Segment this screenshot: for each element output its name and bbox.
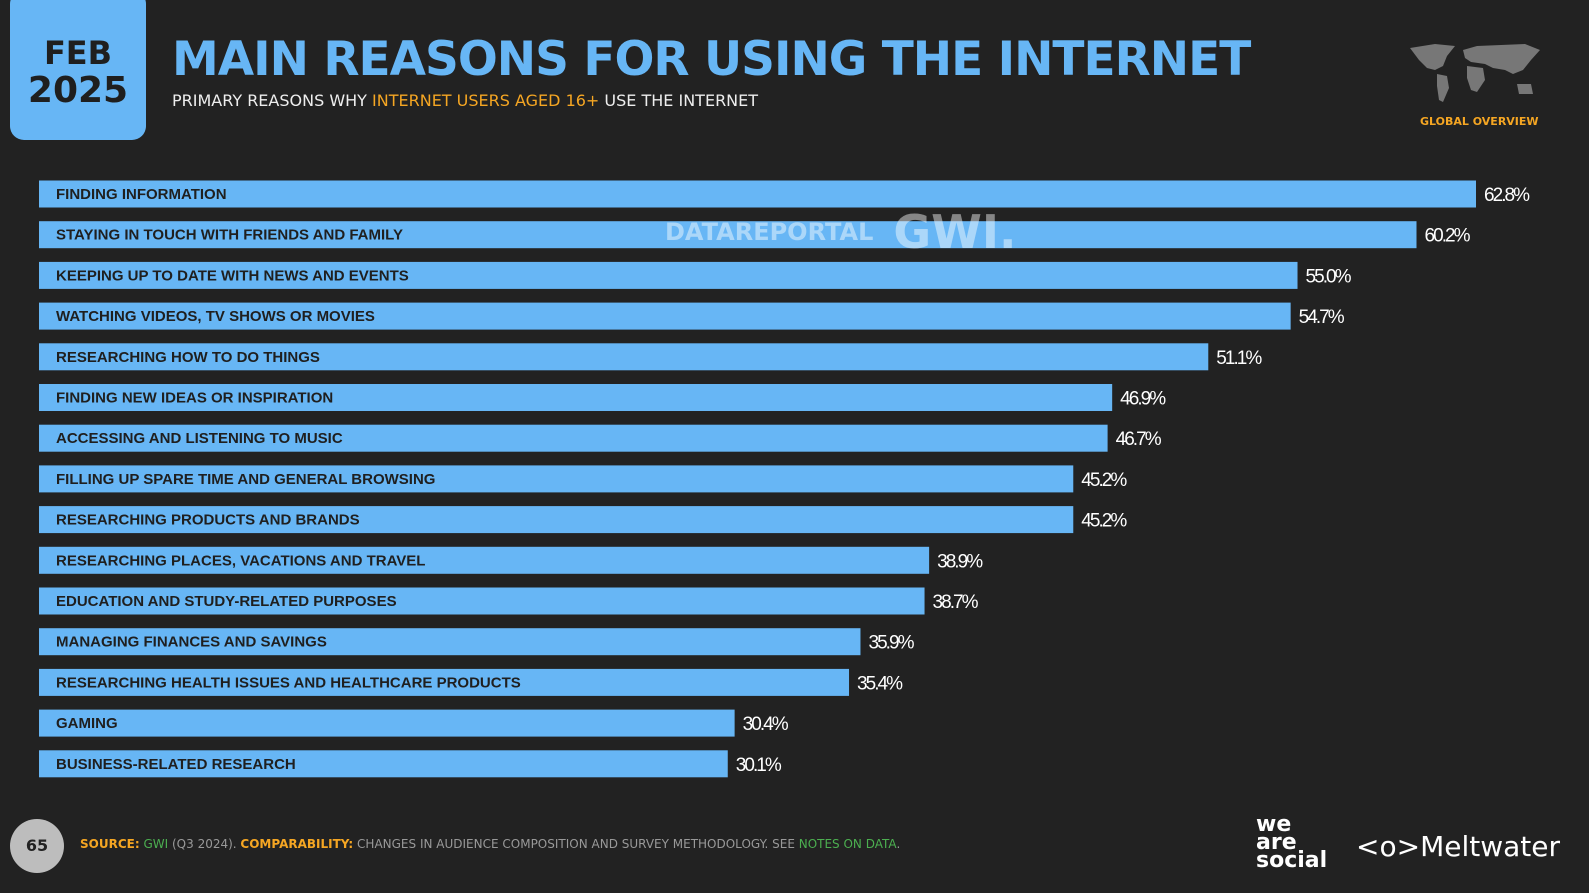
bar-category-label: RESEARCHING HOW TO DO THINGS	[56, 349, 320, 366]
notes-link[interactable]: NOTES ON DATA	[798, 837, 897, 851]
meltwater-text: Meltwater	[1420, 830, 1560, 863]
bar	[39, 384, 1113, 411]
source-detail: (Q3 2024).	[168, 837, 241, 851]
bar-value-label: 45.2%	[1081, 470, 1127, 491]
bar	[39, 221, 1417, 249]
bar-category-label: GAMING	[56, 715, 118, 732]
bar-value-label: 35.4%	[857, 673, 903, 694]
bar-category-label: FINDING INFORMATION	[56, 186, 227, 203]
bar	[39, 465, 1074, 493]
bar-category-label: RESEARCHING PLACES, VACATIONS AND TRAVEL	[56, 552, 425, 569]
bar	[39, 180, 1476, 208]
bar-value-label: 51.1%	[1216, 348, 1262, 369]
bar-value-label: 55.0%	[1306, 266, 1352, 287]
date-badge: FEB 2025	[10, 0, 146, 140]
bar	[39, 668, 850, 696]
bar-category-label: RESEARCHING PRODUCTS AND BRANDS	[56, 512, 360, 529]
meltwater-logo: <o>Meltwater	[1356, 830, 1560, 863]
we-are-social-logo: we are social	[1256, 812, 1328, 873]
comparability-text: CHANGES IN AUDIENCE COMPOSITION AND SURV…	[353, 837, 799, 851]
bar-value-label: 30.1%	[736, 755, 782, 776]
footer-source: SOURCE: GWI (Q3 2024). COMPARABILITY: CH…	[80, 837, 900, 851]
bar	[39, 261, 1298, 289]
bar-category-label: EDUCATION AND STUDY-RELATED PURPOSES	[56, 593, 397, 610]
world-map-icon	[1410, 44, 1540, 102]
bar-category-label: RESEARCHING HEALTH ISSUES AND HEALTHCARE…	[56, 674, 521, 691]
bar-category-label: MANAGING FINANCES AND SAVINGS	[56, 634, 327, 651]
bar	[39, 302, 1291, 330]
bar-value-label: 35.9%	[868, 633, 914, 654]
page-subtitle: PRIMARY REASONS WHY INTERNET USERS AGED …	[172, 91, 758, 110]
bar-category-label: FINDING NEW IDEAS OR INSPIRATION	[56, 390, 333, 407]
bar	[39, 546, 930, 574]
bar-value-label: 30.4%	[743, 714, 789, 735]
bar	[39, 750, 728, 778]
date-year: 2025	[27, 70, 129, 111]
region-label: GLOBAL OVERVIEW	[1420, 115, 1539, 128]
subtitle-highlight: INTERNET USERS AGED 16+	[372, 91, 600, 110]
footer-end: .	[896, 837, 901, 851]
bar-category-label: KEEPING UP TO DATE WITH NEWS AND EVENTS	[56, 267, 409, 284]
bar-value-label: 54.7%	[1299, 307, 1345, 328]
bar-value-label: 62.8%	[1484, 185, 1530, 206]
bar-value-label: 60.2%	[1425, 226, 1471, 247]
bar	[39, 587, 925, 615]
bar	[39, 628, 861, 656]
bar-category-label: WATCHING VIDEOS, TV SHOWS OR MOVIES	[56, 308, 375, 325]
bar-value-label: 46.7%	[1116, 429, 1162, 450]
bar-category-label: STAYING IN TOUCH WITH FRIENDS AND FAMILY	[56, 227, 403, 244]
source-label: SOURCE:	[80, 837, 140, 851]
bar-category-label: ACCESSING AND LISTENING TO MUSIC	[56, 430, 343, 447]
bar-category-label: FILLING UP SPARE TIME AND GENERAL BROWSI…	[56, 471, 435, 488]
bar-category-label: BUSINESS-RELATED RESEARCH	[56, 756, 296, 773]
bar-value-label: 46.9%	[1120, 389, 1166, 410]
source-link[interactable]: GWI	[143, 837, 169, 851]
bar	[39, 506, 1074, 534]
page-title: MAIN REASONS FOR USING THE INTERNET	[172, 32, 1251, 87]
subtitle-text: PRIMARY REASONS WHY	[172, 91, 373, 110]
date-month: FEB	[43, 34, 113, 72]
bar	[39, 424, 1108, 452]
comparability-label: COMPARABILITY:	[240, 837, 354, 851]
bar	[39, 709, 735, 737]
bar-value-label: 38.7%	[933, 592, 979, 613]
bar	[39, 343, 1209, 371]
page-number: 65	[10, 819, 64, 873]
bar-value-label: 38.9%	[937, 551, 983, 572]
bar-value-label: 45.2%	[1081, 511, 1127, 532]
subtitle-text-end: USE THE INTERNET	[599, 91, 759, 110]
